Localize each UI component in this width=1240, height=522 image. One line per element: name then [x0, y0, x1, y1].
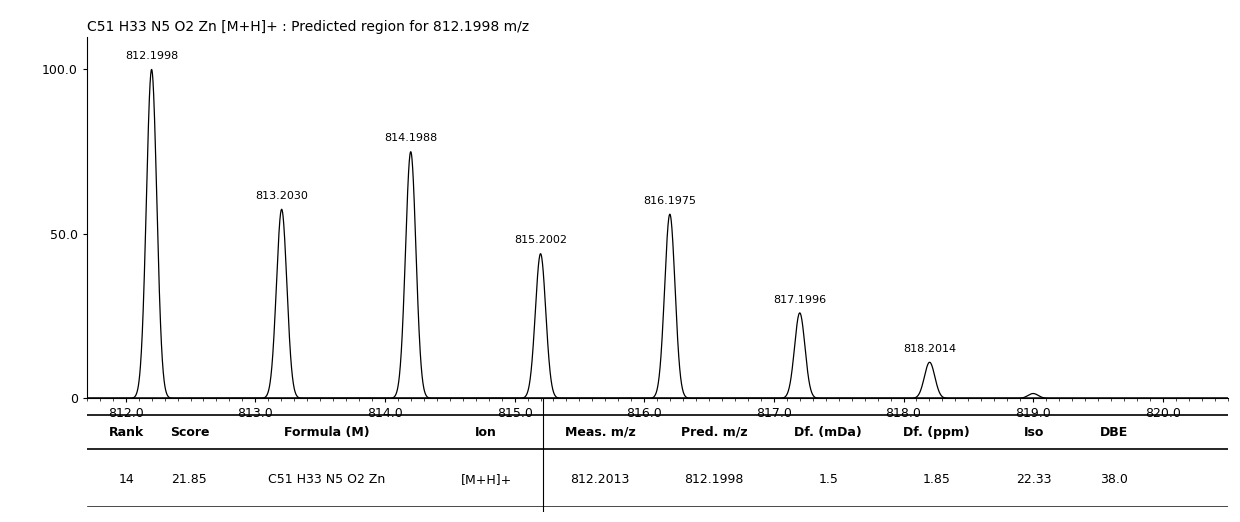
Text: Meas. m/z: Meas. m/z [564, 426, 636, 439]
Text: 22.33: 22.33 [1016, 473, 1052, 487]
Text: Df. (mDa): Df. (mDa) [795, 426, 862, 439]
Text: 812.2013: 812.2013 [570, 473, 630, 487]
Text: 814.1988: 814.1988 [384, 134, 438, 144]
Text: 1.85: 1.85 [923, 473, 951, 487]
Text: Formula (M): Formula (M) [284, 426, 370, 439]
Text: Ion: Ion [475, 426, 497, 439]
Text: Pred. m/z: Pred. m/z [681, 426, 748, 439]
Text: Iso: Iso [1023, 426, 1044, 439]
Text: Rank: Rank [109, 426, 144, 439]
Text: 818.2014: 818.2014 [903, 344, 956, 354]
Text: 14: 14 [119, 473, 135, 487]
Text: 1.5: 1.5 [818, 473, 838, 487]
Text: DBE: DBE [1100, 426, 1127, 439]
Text: C51 H33 N5 O2 Zn [M+H]+ : Predicted region for 812.1998 m/z: C51 H33 N5 O2 Zn [M+H]+ : Predicted regi… [87, 20, 529, 34]
Text: [M+H]+: [M+H]+ [460, 473, 512, 487]
Text: Df. (ppm): Df. (ppm) [903, 426, 970, 439]
Text: C51 H33 N5 O2 Zn: C51 H33 N5 O2 Zn [268, 473, 384, 487]
Text: 816.1975: 816.1975 [644, 196, 697, 206]
Text: 812.1998: 812.1998 [684, 473, 744, 487]
Text: 812.1998: 812.1998 [125, 51, 179, 61]
Text: 38.0: 38.0 [1100, 473, 1127, 487]
Text: 813.2030: 813.2030 [255, 191, 308, 201]
Text: 21.85: 21.85 [171, 473, 207, 487]
Text: 815.2002: 815.2002 [515, 235, 567, 245]
Text: Score: Score [170, 426, 210, 439]
Text: 817.1996: 817.1996 [774, 295, 826, 305]
